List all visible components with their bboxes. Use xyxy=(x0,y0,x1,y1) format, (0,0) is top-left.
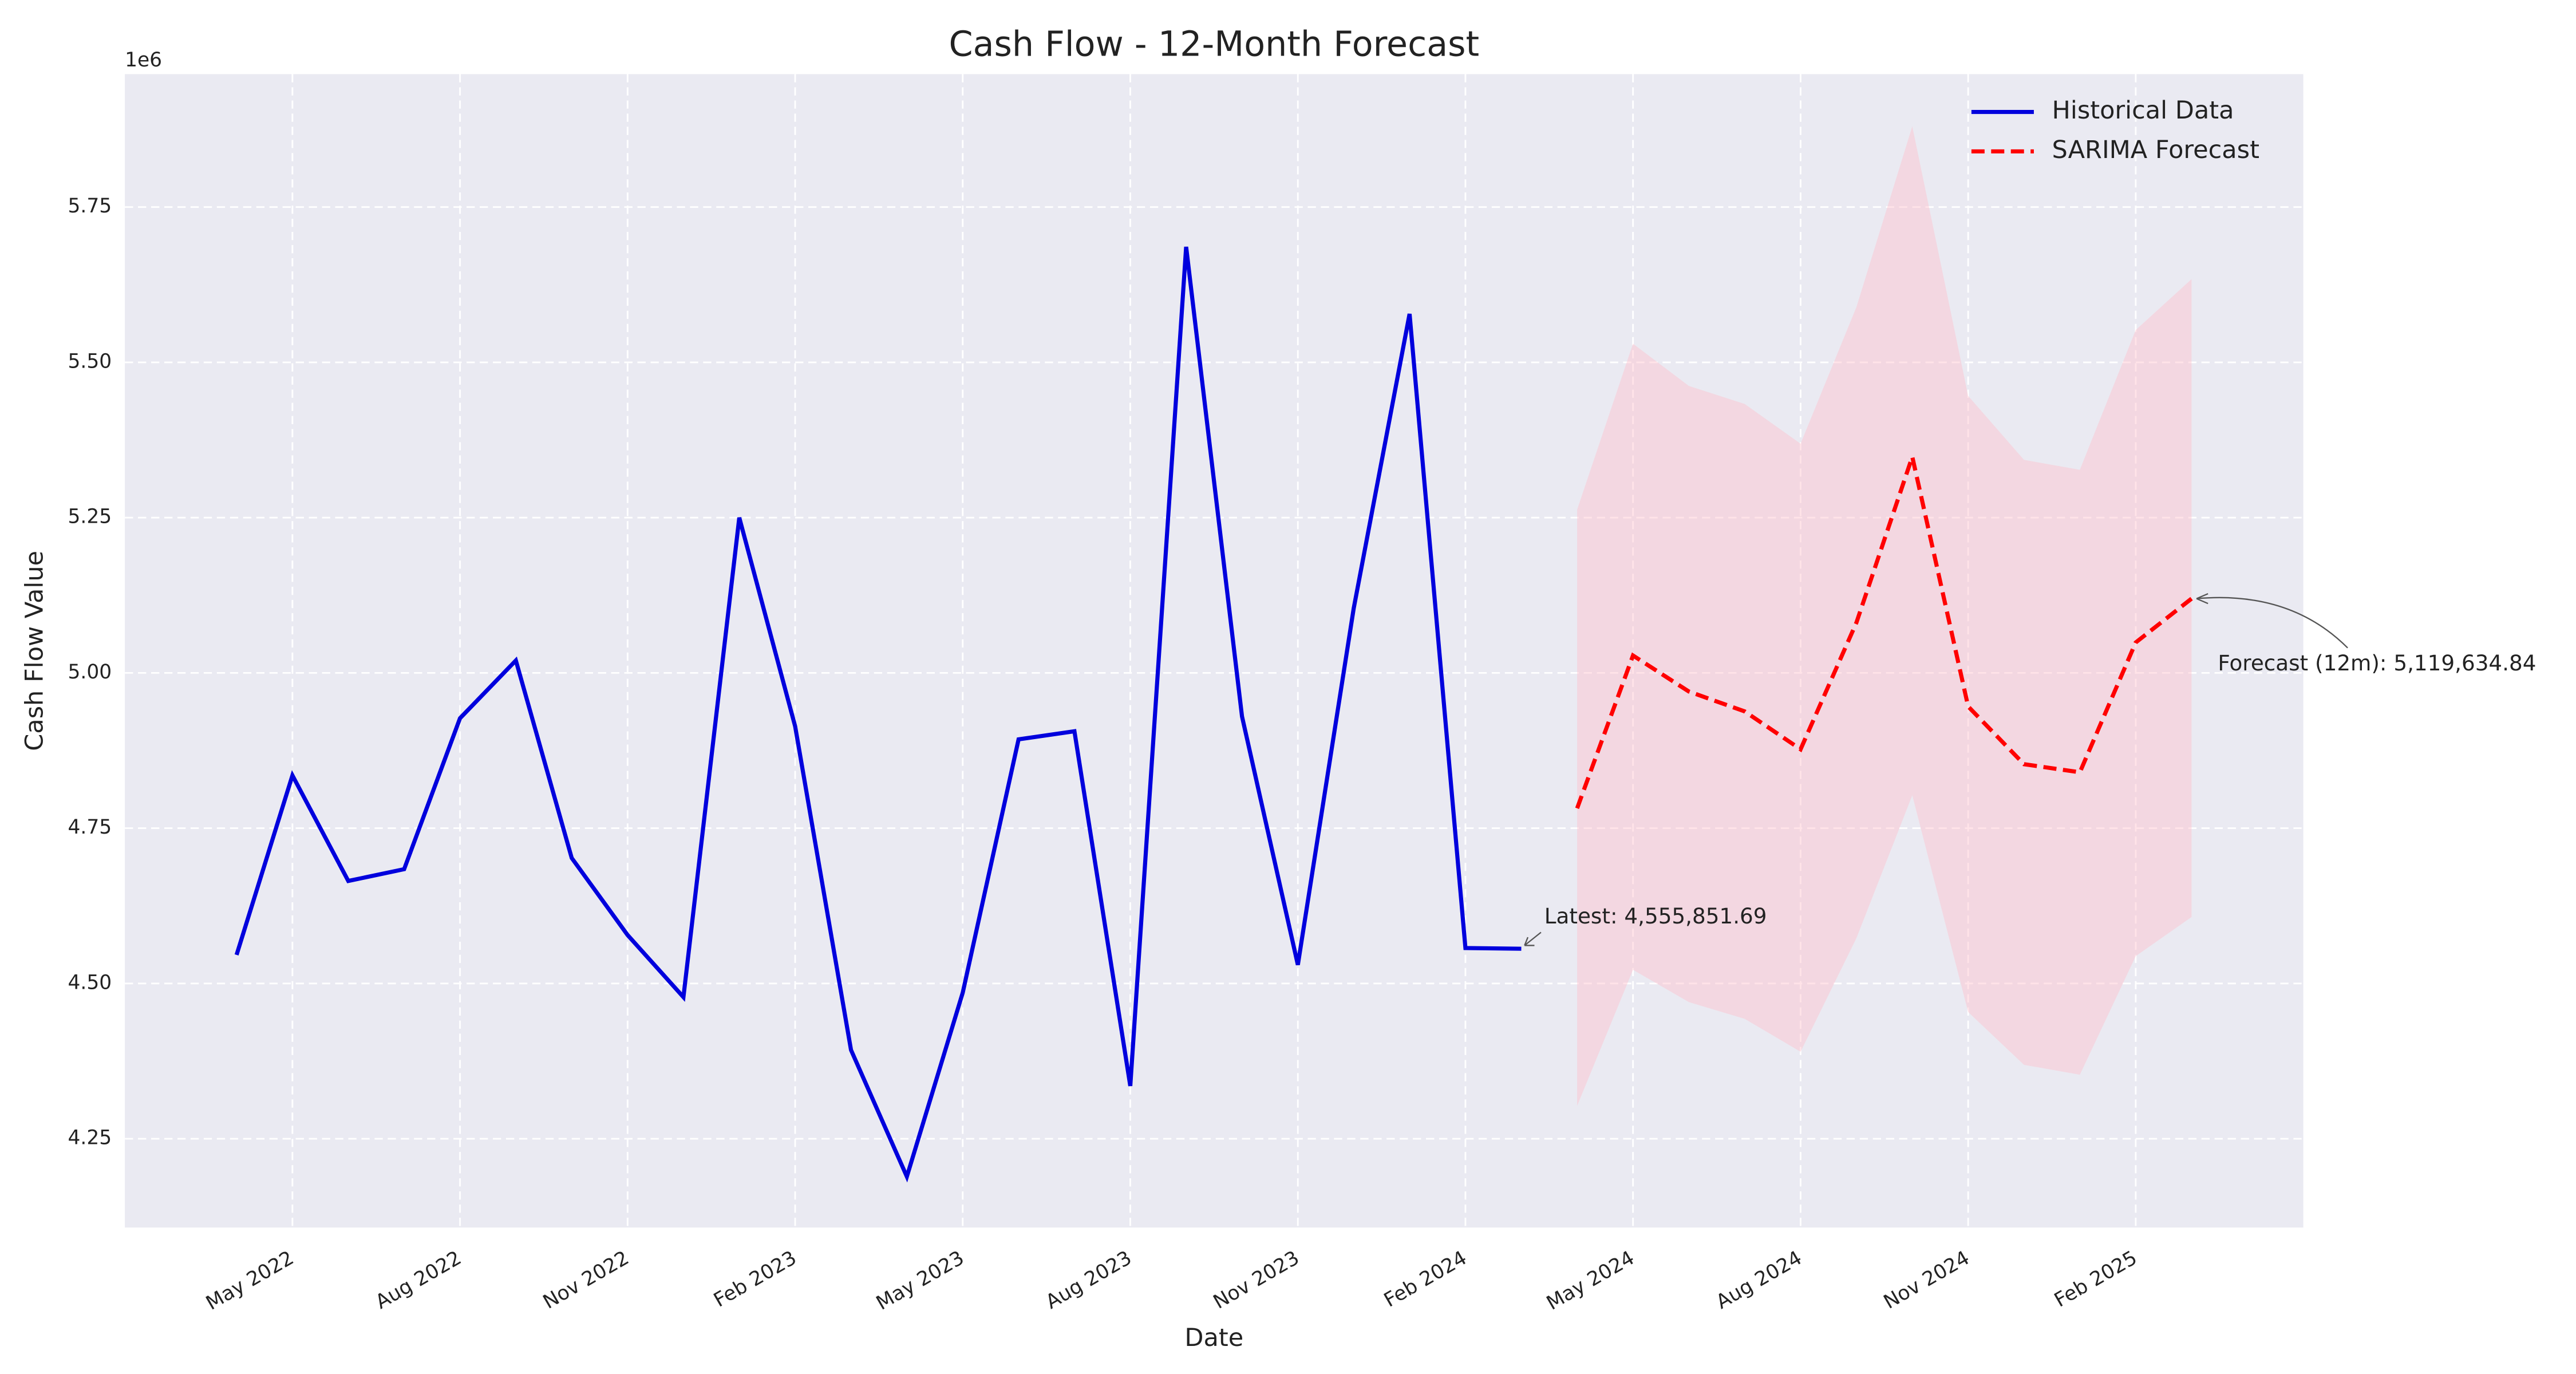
y-tick-label: 4.25 xyxy=(68,1127,112,1150)
chart-title: Cash Flow - 12-Month Forecast xyxy=(949,24,1480,64)
x-tick-label: Feb 2025 xyxy=(2050,1246,2141,1312)
plot-background xyxy=(125,74,2304,1228)
y-tick-label: 4.50 xyxy=(68,971,112,994)
x-tick-label: Nov 2024 xyxy=(1880,1246,1974,1314)
y-tick-label: 5.25 xyxy=(68,506,112,528)
legend-label: Historical Data xyxy=(2052,96,2234,125)
x-tick-label: Nov 2023 xyxy=(1210,1246,1303,1314)
x-tick-label: Feb 2024 xyxy=(1380,1246,1471,1312)
series-line xyxy=(1575,449,2193,810)
annotation: Latest: 4,555,851.69 xyxy=(1544,903,1767,929)
y-tick-label: 5.50 xyxy=(68,350,112,373)
series-line xyxy=(234,246,1522,1183)
x-axis-label: Date xyxy=(1184,1324,1243,1352)
x-tick-label: Aug 2024 xyxy=(1712,1246,1806,1314)
annotation: Forecast (12m): 5,119,634.84 xyxy=(2218,650,2536,676)
confidence-band xyxy=(1577,126,2192,1106)
y-tick-label: 4.75 xyxy=(68,816,112,839)
x-tick-label: Aug 2023 xyxy=(1042,1246,1136,1314)
x-tick-label: May 2023 xyxy=(872,1246,968,1315)
x-tick-label: May 2024 xyxy=(1543,1246,1638,1315)
x-tick-label: May 2022 xyxy=(202,1246,298,1315)
legend-label: SARIMA Forecast xyxy=(2052,136,2259,164)
x-tick-label: Aug 2022 xyxy=(372,1246,465,1314)
y-axis-label: Cash Flow Value xyxy=(21,551,49,751)
annotation-arrow xyxy=(1524,931,1542,946)
x-tick-label: Feb 2023 xyxy=(710,1246,800,1312)
annotation-arrow xyxy=(2196,593,2348,649)
y-offset-label: 1e6 xyxy=(125,49,162,72)
y-tick-label: 5.00 xyxy=(68,661,112,684)
x-tick-label: Nov 2022 xyxy=(539,1246,633,1314)
y-tick-label: 5.75 xyxy=(68,195,112,218)
